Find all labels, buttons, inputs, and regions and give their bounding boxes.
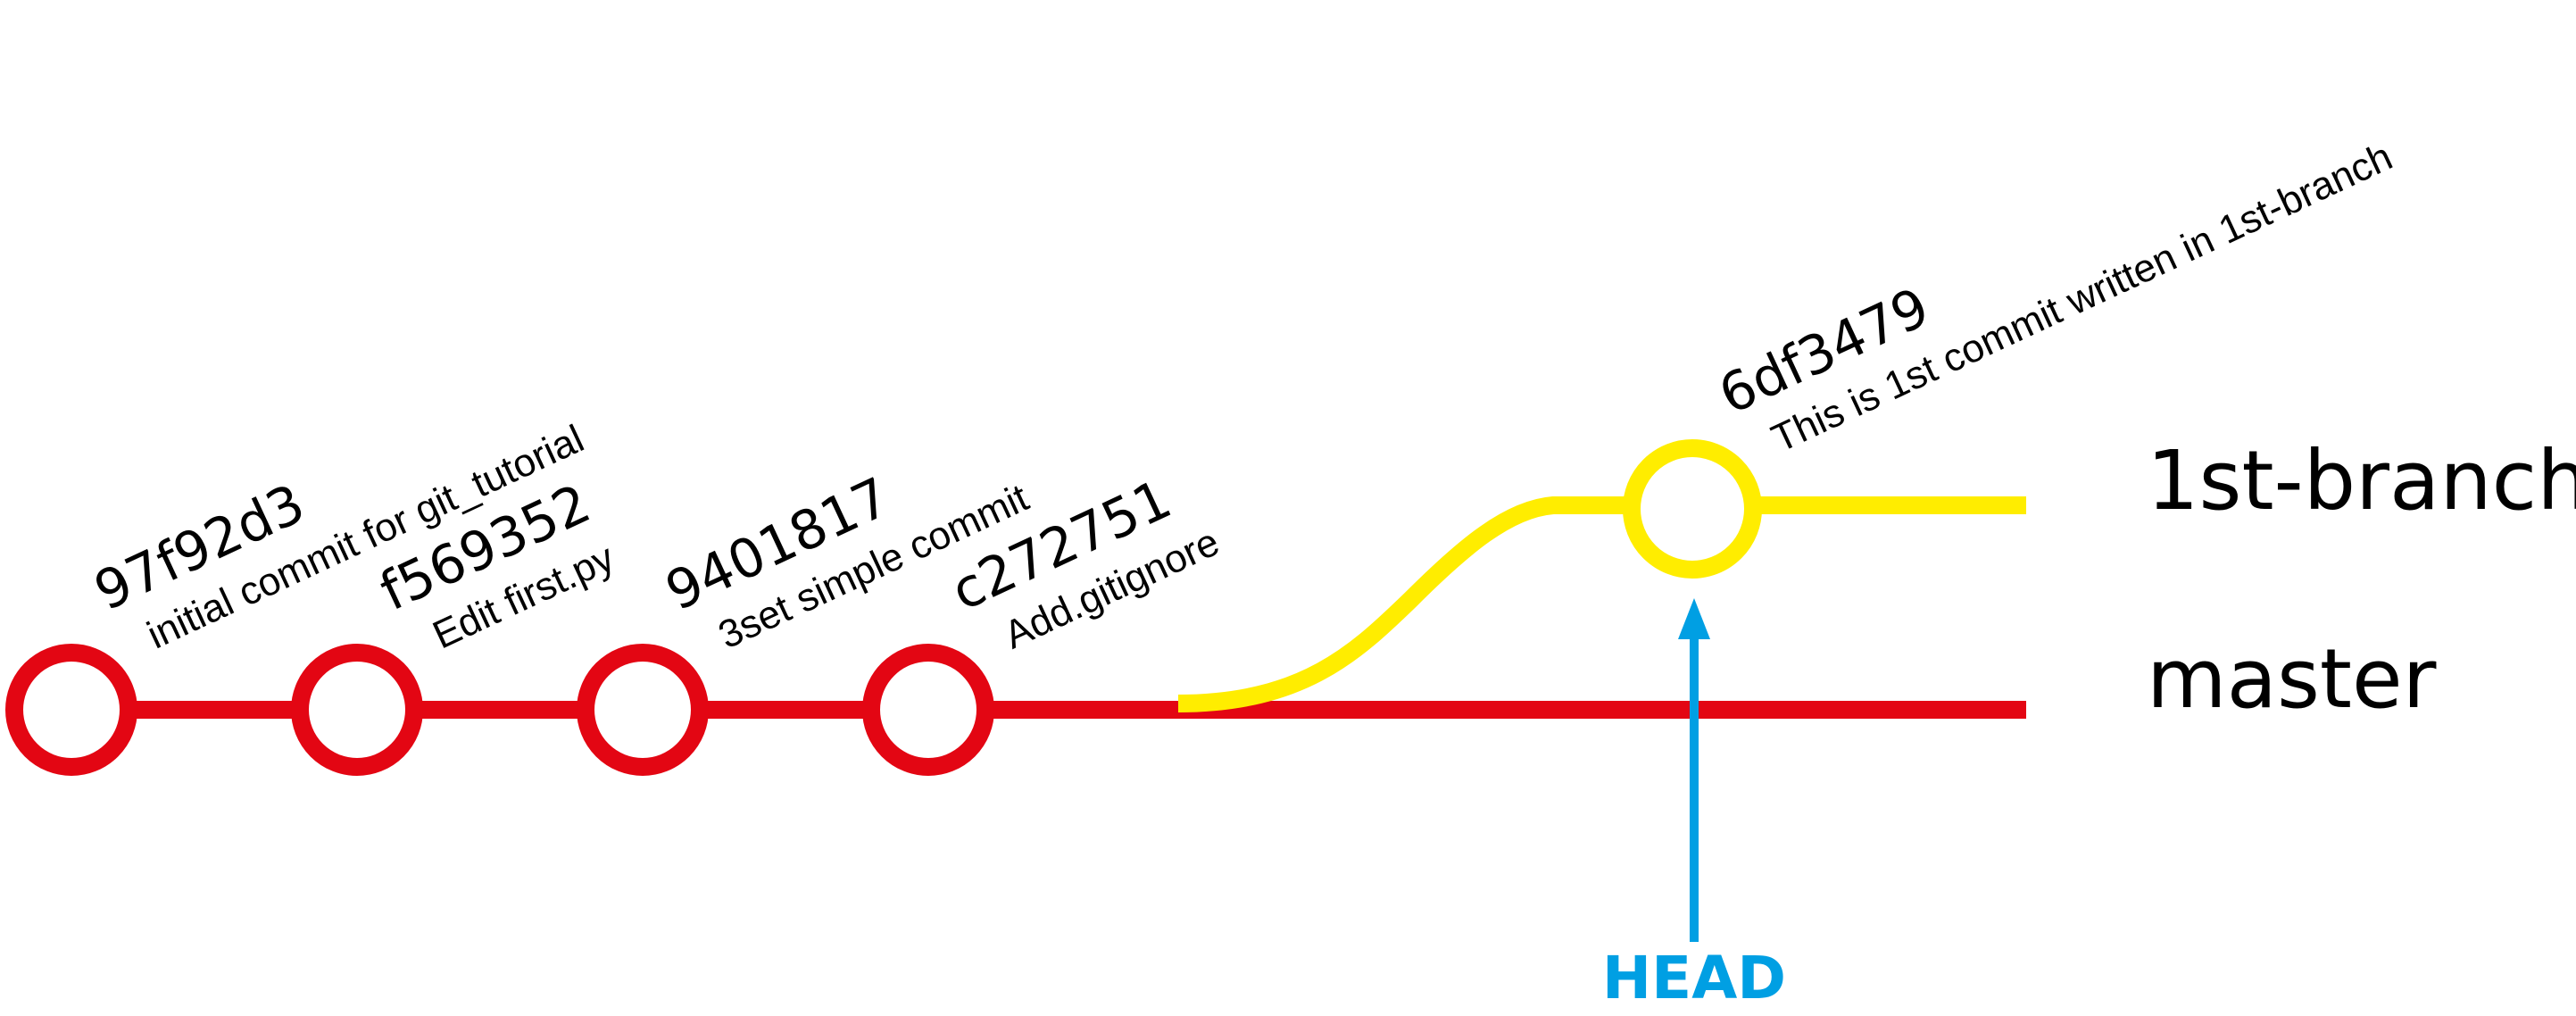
commit-node-6df3479 xyxy=(1623,439,1762,579)
branch-label-master: master xyxy=(2147,631,2437,727)
commit-message: This is 1st commit written in 1st-branch xyxy=(1766,135,2399,462)
commit-node-9401817 xyxy=(577,644,709,776)
head-label: HEAD xyxy=(1602,944,1786,1012)
branch-label-1st-branch: 1st-branch xyxy=(2147,433,2576,529)
commit-node-c272751 xyxy=(862,644,994,776)
first-branch-line xyxy=(1177,496,2026,712)
commit-label-c272751: c272751 Add.gitignore xyxy=(943,468,1226,657)
commit-node-f569352 xyxy=(291,644,423,776)
commit-label-9401817: 9401817 3set simple commit xyxy=(657,466,1035,658)
commit-label-6df3479: 6df3479 This is 1st commit written in 1s… xyxy=(1710,135,2399,462)
head-arrow-head xyxy=(1678,598,1710,639)
commit-node-97f92d3 xyxy=(5,644,137,776)
